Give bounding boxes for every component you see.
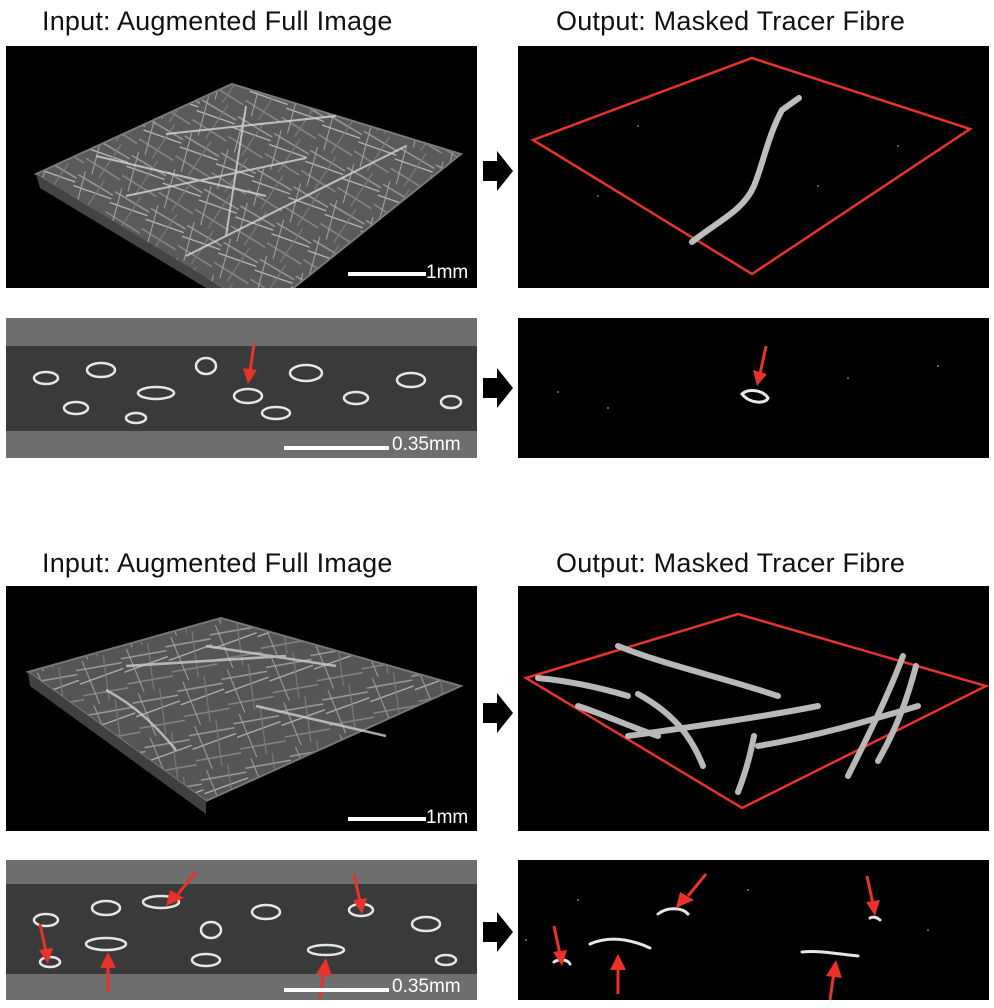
- flow-arrow-icon: [483, 368, 513, 408]
- tracer-fibre: [735, 733, 757, 795]
- scale-bar-line: [284, 446, 389, 450]
- red-pointer-arrow-icon: [316, 958, 332, 998]
- scale-bar-label: 1mm: [426, 262, 469, 283]
- scale-bar-line: [348, 272, 426, 276]
- output-title-2: Output: Masked Tracer Fibre: [556, 548, 906, 578]
- output-title-1: Output: Masked Tracer Fibre: [556, 6, 906, 36]
- red-pointer-arrow-icon: [753, 346, 768, 386]
- input-2d-slice-2: 0.35mm: [6, 860, 477, 1000]
- red-pointer-arrow-icon: [676, 873, 708, 908]
- red-pointer-arrow-icon: [352, 874, 367, 914]
- flow-arrow-icon: [483, 151, 513, 191]
- red-pointer-arrow-icon: [100, 952, 116, 992]
- red-pointer-arrow-icon: [826, 960, 842, 1000]
- tracer-fibre: [625, 703, 821, 739]
- tracer-fibre-cross-section: [868, 915, 882, 922]
- scale-bar-line: [284, 988, 389, 992]
- input-2d-slice-1: 0.35mm: [6, 318, 477, 458]
- output-3d-render-2: [518, 586, 989, 831]
- tracer-fibre: [535, 675, 631, 699]
- red-pointer-arrow-icon: [552, 926, 567, 966]
- flow-arrow-icon: [483, 912, 513, 952]
- input-title-1: Input: Augmented Full Image: [42, 6, 393, 36]
- flow-arrow-icon: [483, 693, 513, 733]
- input-title-2: Input: Augmented Full Image: [42, 548, 393, 578]
- red-pointer-arrow-icon: [610, 954, 626, 994]
- tracer-fibre-cross-section: [656, 907, 690, 916]
- red-pointer-arrow-icon: [865, 876, 880, 916]
- tracer-fibre-cross-section: [588, 937, 652, 950]
- red-pointer-arrow-icon: [166, 871, 198, 906]
- fibre-mat-surface: [25, 616, 464, 803]
- scale-bar-label: 0.35mm: [392, 434, 461, 455]
- bounding-box-outline: [530, 56, 973, 276]
- red-pointer-arrow-icon: [38, 924, 53, 964]
- tracer-fibre: [615, 643, 781, 699]
- tracer-fibre: [575, 703, 661, 739]
- scale-bar-label: 0.35mm: [392, 976, 461, 997]
- scale-bar-line: [348, 817, 426, 821]
- red-pointer-arrow-icon: [243, 344, 257, 384]
- output-2d-slice-2: [518, 860, 989, 1000]
- tracer-fibre: [875, 663, 919, 764]
- bounding-box-outline: [522, 612, 989, 810]
- fibre-mat-surface: [33, 82, 464, 288]
- input-3d-render-1: 1mm: [6, 46, 477, 288]
- output-2d-slice-1: [518, 318, 989, 458]
- tracer-fibre-cross-section: [739, 389, 770, 404]
- input-3d-render-2: 1mm: [6, 586, 477, 831]
- tracer-fibre-cross-section: [800, 950, 860, 958]
- output-3d-render-1: [518, 46, 989, 288]
- tracer-fibre: [689, 95, 802, 245]
- scale-bar-label: 1mm: [426, 807, 469, 828]
- tracer-fibre: [845, 653, 906, 779]
